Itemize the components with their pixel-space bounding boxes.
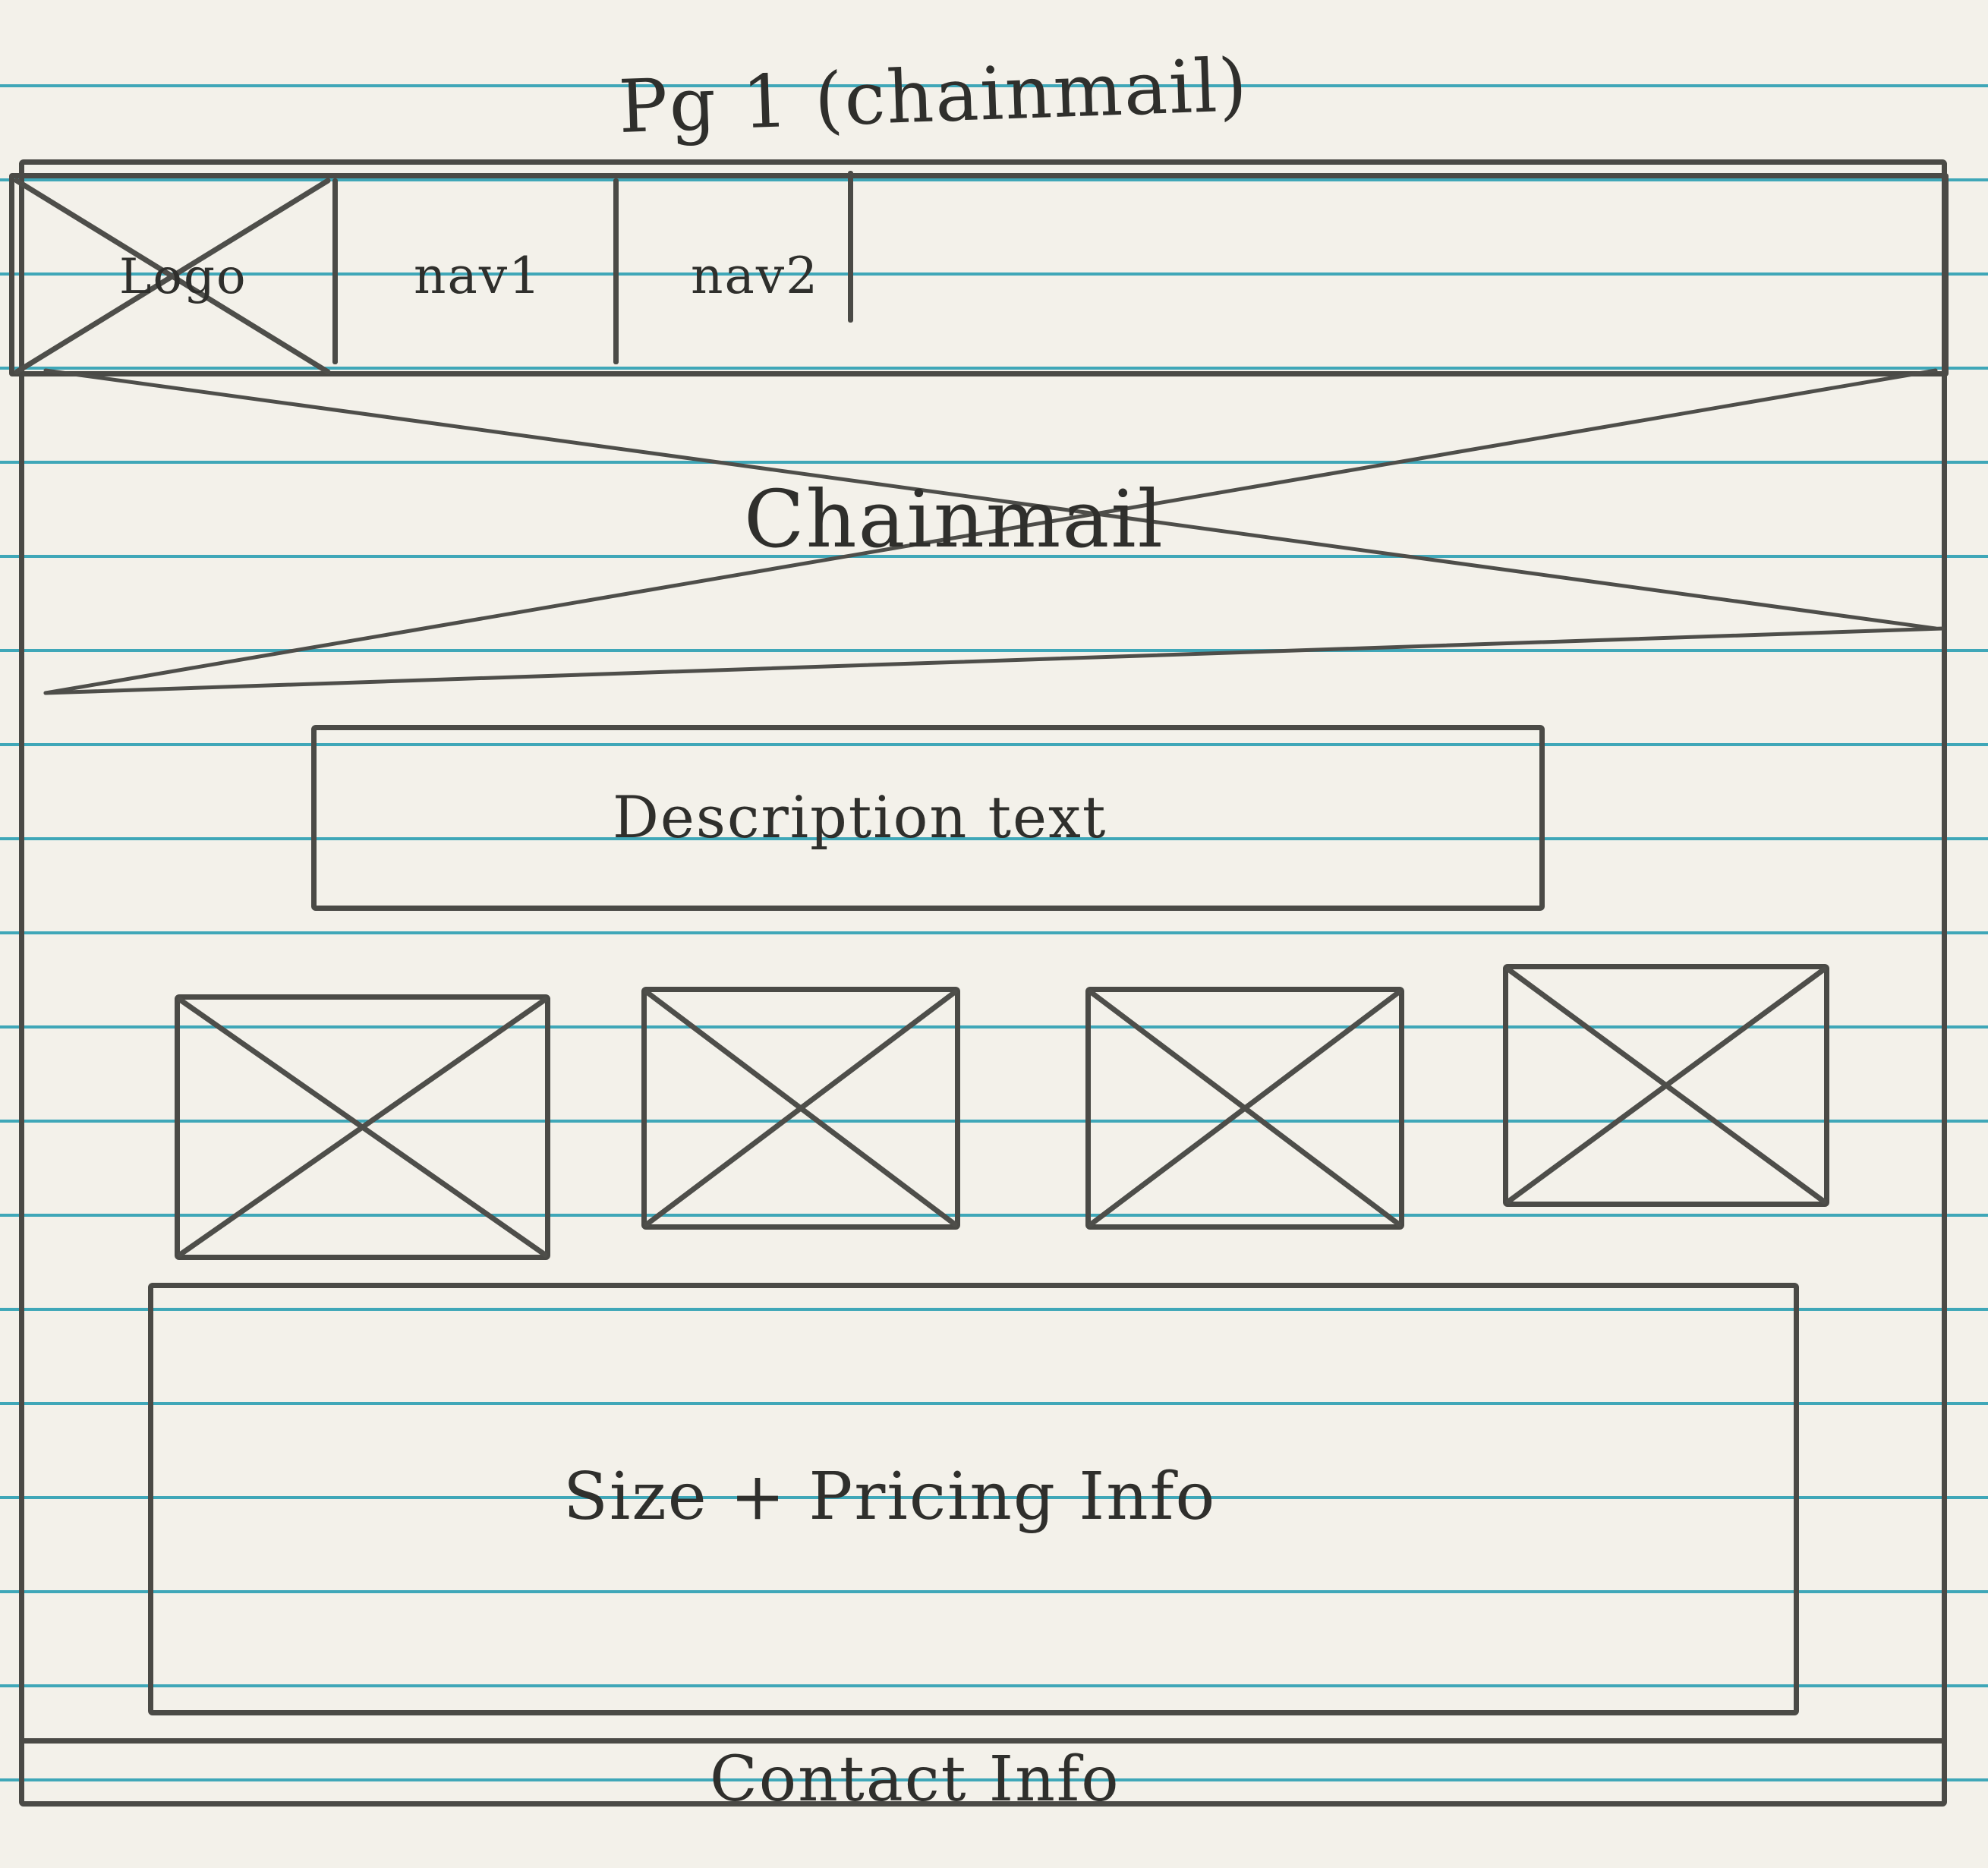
nav-label: nav1 [414, 247, 543, 305]
size-pricing-box: Size + Pricing Info [148, 1283, 1799, 1715]
description-text: Description text [613, 783, 1107, 851]
image-gallery [175, 964, 1845, 1268]
gallery-image[interactable] [1503, 964, 1829, 1207]
size-pricing-text: Size + Pricing Info [563, 1459, 1217, 1535]
header-divider [613, 178, 619, 364]
page-frame [19, 159, 1947, 1807]
hero-title: Chainmail [744, 473, 1164, 565]
logo-label: Logo [119, 249, 247, 305]
header-bar [9, 173, 1949, 376]
header-divider [332, 178, 338, 364]
image-placeholder-icon [1505, 966, 1827, 1205]
image-placeholder-icon [644, 989, 958, 1227]
image-placeholder-icon [43, 368, 1945, 695]
description-box: Description text [311, 725, 1545, 911]
logo-placeholder-icon [14, 178, 331, 375]
gallery-image[interactable] [1085, 987, 1404, 1230]
nav-item-2[interactable]: nav2 [619, 178, 854, 368]
image-placeholder-icon [177, 997, 548, 1258]
footer-text: Contact Info [710, 1744, 1120, 1816]
nav-label: nav2 [691, 247, 820, 305]
nav-item-1[interactable]: nav1 [338, 178, 619, 368]
footer: Contact Info [19, 1744, 1947, 1816]
logo-placeholder[interactable]: Logo [9, 173, 336, 376]
footer-divider [19, 1738, 1947, 1744]
hero-banner: Chainmail [30, 355, 1951, 701]
gallery-image[interactable] [175, 994, 550, 1260]
header-divider [848, 171, 853, 323]
image-placeholder-icon [1088, 989, 1402, 1227]
gallery-image[interactable] [641, 987, 960, 1230]
page-title: Pg 1 (chainmail) [617, 43, 1250, 150]
